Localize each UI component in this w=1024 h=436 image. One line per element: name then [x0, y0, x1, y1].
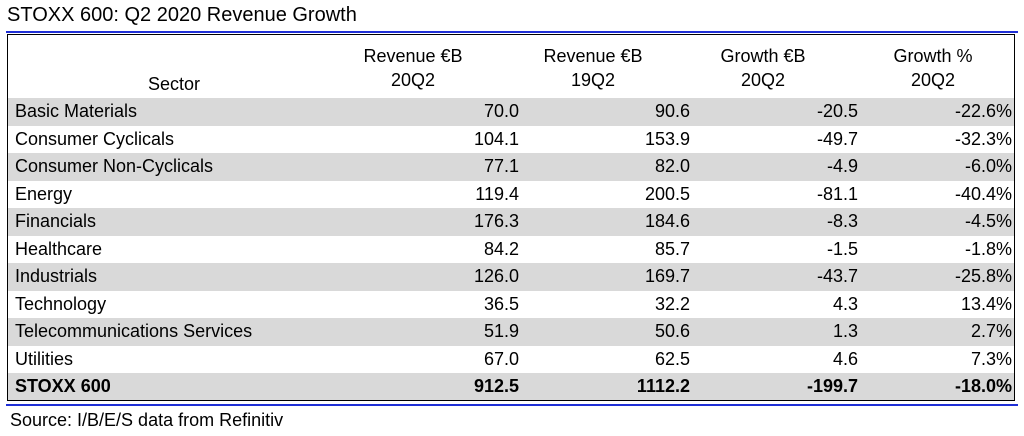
header-rev-20q2: Revenue €B 20Q2 [338, 44, 488, 92]
header-rev-20q2-line1: Revenue €B [363, 46, 463, 66]
revenue-table: Sector Revenue €B 20Q2 Revenue €B 19Q2 G… [7, 34, 1015, 401]
header-growth-eur-line1: Growth €B [720, 46, 806, 66]
cell-rev-20q2: 36.5 [483, 293, 519, 314]
cell-growth-eur: -4.9 [826, 156, 858, 176]
sector-name: Utilities [15, 348, 74, 369]
cell-growth-pct: -4.5% [964, 211, 1012, 231]
cell-growth-eur: -1.5 [826, 238, 858, 259]
cell-growth-pct: -22.6% [954, 101, 1012, 121]
cell-growth-pct: 7.3% [970, 348, 1012, 369]
header-growth-eur-line2: 20Q2 [740, 70, 786, 90]
header-rev-20q2-line2: 20Q2 [390, 70, 436, 90]
table-row: Energy 119.4 200.5 -81.1 -40.4% [8, 181, 1014, 209]
cell-rev-20q2: 176.3 [473, 211, 519, 231]
header-growth-eur: Growth €B 20Q2 [688, 44, 838, 92]
header-growth-pct-line2: 20Q2 [910, 70, 956, 90]
table-row: Consumer Non-Cyclicals 77.1 82.0 -4.9 -6.0% [8, 153, 1014, 181]
cell-rev-20q2: 104.1 [473, 128, 519, 149]
table-row: Utilities 67.0 62.5 4.6 7.3% [8, 346, 1014, 374]
table-row: Industrials 126.0 169.7 -43.7 -25.8% [8, 263, 1014, 291]
cell-growth-pct: 13.4% [960, 293, 1012, 314]
table-row: Consumer Cyclicals 104.1 153.9 -49.7 -32.3% [8, 126, 1014, 154]
sector-name: Consumer Cyclicals [15, 128, 175, 149]
cell-rev-20q2: 84.2 [483, 238, 519, 259]
cell-growth-eur: 1.3 [832, 321, 858, 341]
cell-rev-19q2: 32.2 [654, 293, 690, 314]
sector-name: Energy [15, 183, 73, 204]
table-row: Basic Materials 70.0 90.6 -20.5 -22.6% [8, 98, 1014, 126]
footer-rule [6, 404, 1018, 406]
sector-name: Healthcare [15, 238, 103, 259]
cell-rev-20q2: 67.0 [483, 348, 519, 369]
cell-rev-20q2: 77.1 [483, 156, 519, 176]
cell-growth-pct: -1.8% [964, 238, 1012, 259]
sector-name: Telecommunications Services [15, 321, 253, 341]
header-rev-19q2-line1: Revenue €B [543, 46, 643, 66]
cell-growth-pct: -18.0% [954, 376, 1012, 396]
header-sector-label: Sector [147, 74, 201, 94]
source-note: Source: I/B/E/S data from Refinitiv [10, 410, 284, 430]
cell-rev-20q2: 126.0 [473, 266, 519, 286]
cell-growth-eur: -199.7 [806, 376, 858, 396]
table-row: Healthcare 84.2 85.7 -1.5 -1.8% [8, 236, 1014, 264]
cell-growth-eur: -49.7 [816, 128, 858, 149]
cell-rev-19q2: 90.6 [654, 101, 690, 121]
page-title: STOXX 600: Q2 2020 Revenue Growth [7, 4, 357, 26]
cell-growth-eur: -8.3 [826, 211, 858, 231]
header-growth-pct: Growth % 20Q2 [858, 44, 1008, 92]
cell-rev-19q2: 50.6 [654, 321, 690, 341]
cell-rev-20q2: 119.4 [475, 183, 519, 204]
cell-rev-19q2: 184.6 [644, 211, 690, 231]
sector-name: Consumer Non-Cyclicals [15, 156, 214, 176]
cell-growth-pct: -25.8% [954, 266, 1012, 286]
header-sector: Sector [83, 72, 265, 96]
cell-growth-pct: 2.7% [970, 321, 1012, 341]
sector-name: Industrials [15, 266, 98, 286]
sector-name: Basic Materials [15, 101, 138, 121]
cell-rev-19q2: 62.5 [654, 348, 690, 369]
table-row: Financials 176.3 184.6 -8.3 -4.5% [8, 208, 1014, 236]
cell-rev-19q2: 153.9 [644, 128, 690, 149]
sector-name: STOXX 600 [15, 376, 111, 396]
cell-growth-eur: -20.5 [816, 101, 858, 121]
table-row: Telecommunications Services 51.9 50.6 1.3 2.… [8, 318, 1014, 346]
title-rule [6, 31, 1018, 33]
header-rev-19q2-line2: 19Q2 [570, 70, 616, 90]
cell-rev-19q2: 85.7 [654, 238, 690, 259]
header-rev-19q2: Revenue €B 19Q2 [518, 44, 668, 92]
cell-rev-19q2: 200.5 [644, 183, 690, 204]
cell-rev-19q2: 82.0 [654, 156, 690, 176]
cell-rev-20q2: 912.5 [473, 376, 519, 396]
cell-rev-20q2: 70.0 [483, 101, 519, 121]
sector-name: Technology [15, 293, 107, 314]
cell-growth-eur: 4.6 [832, 348, 858, 369]
cell-rev-20q2: 51.9 [483, 321, 519, 341]
cell-growth-pct: -40.4% [954, 183, 1012, 204]
cell-growth-pct: -6.0% [964, 156, 1012, 176]
cell-growth-eur: -43.7 [816, 266, 858, 286]
cell-rev-19q2: 1112.2 [636, 376, 690, 396]
cell-growth-eur: 4.3 [832, 293, 858, 314]
table-total-row: STOXX 600 912.5 1112.2 -199.7 -18.0% [8, 373, 1014, 400]
cell-growth-eur: -81.1 [816, 183, 858, 204]
cell-rev-19q2: 169.7 [644, 266, 690, 286]
table-row: Technology 36.5 32.2 4.3 13.4% [8, 291, 1014, 319]
sector-name: Financials [15, 211, 97, 231]
header-growth-pct-line1: Growth % [893, 46, 973, 66]
cell-growth-pct: -32.3% [954, 128, 1012, 149]
